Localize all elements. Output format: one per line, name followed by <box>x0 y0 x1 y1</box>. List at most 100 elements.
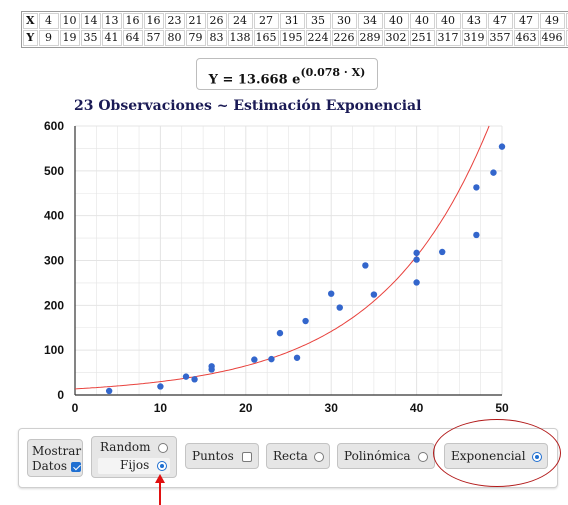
x-value-cell: 43 <box>461 13 487 29</box>
y-value-cell: 83 <box>206 30 227 46</box>
recta-option[interactable]: Recta <box>266 443 330 469</box>
x-tick-label: 10 <box>154 401 168 415</box>
random-radio[interactable] <box>158 442 169 453</box>
y-value-cell: 64 <box>122 30 143 46</box>
data-point <box>191 376 198 383</box>
y-tick-label: 600 <box>44 119 64 133</box>
data-point <box>251 356 258 363</box>
y-row-label: Y <box>23 30 38 46</box>
x-value-cell: 40 <box>409 13 435 29</box>
x-value-cell: 31 <box>279 13 305 29</box>
puntos-option[interactable]: Puntos <box>185 443 259 469</box>
polinomica-label: Polinómica <box>344 449 411 463</box>
data-point <box>413 249 420 257</box>
y-value-cell: 496 <box>539 30 565 46</box>
y-value-cell: 41 <box>101 30 122 46</box>
x-tick-label: 50 <box>495 401 509 415</box>
y-value-cell: 463 <box>513 30 539 46</box>
data-point <box>276 329 284 337</box>
y-value-cell: 224 <box>305 30 331 46</box>
y-value-cell: 251 <box>409 30 435 46</box>
y-value-cell: 9 <box>38 30 59 46</box>
data-point <box>182 373 190 380</box>
y-value-cell: 226 <box>331 30 357 46</box>
data-point <box>328 290 335 297</box>
random-option[interactable]: Random <box>100 440 169 454</box>
y-value-cell: 35 <box>80 30 101 46</box>
y-value-cell: 289 <box>357 30 383 46</box>
y-tick-label: 200 <box>44 298 64 312</box>
data-table: X 4 10 14 13 16 16 23 21 26 24 27 31 35 30 34 40 40 40 43 4… <box>21 11 568 48</box>
x-value-cell: 30 <box>331 13 357 29</box>
y-value-cell: 57 <box>143 30 164 46</box>
equation-box: Y = 13.668 e(0.078 · X) <box>196 58 378 90</box>
y-value-cell: 138 <box>227 30 253 46</box>
y-value-cell: 19 <box>59 30 80 46</box>
data-point <box>439 248 446 256</box>
y-tick-label: 500 <box>44 164 64 178</box>
y-value-cell: 357 <box>487 30 513 46</box>
recta-radio[interactable] <box>314 452 324 462</box>
y-tick-label: 0 <box>57 388 64 402</box>
data-point <box>362 262 369 269</box>
x-value-cell: 16 <box>143 13 164 29</box>
x-tick-label: 0 <box>72 401 79 415</box>
fijos-label: Fijos <box>120 458 150 472</box>
x-value-cell: 26 <box>206 13 227 29</box>
data-point <box>302 317 309 325</box>
x-value-cell: 47 <box>487 13 513 29</box>
y-value-cell: 165 <box>253 30 279 46</box>
data-point <box>413 279 420 286</box>
data-point <box>473 231 480 239</box>
data-point <box>208 366 215 373</box>
polinomica-option[interactable]: Polinómica <box>337 443 435 469</box>
data-point <box>268 355 275 363</box>
x-value-cell: 10 <box>59 13 80 29</box>
fijos-radio[interactable] <box>157 461 167 471</box>
data-mode-control: Random Fijos <box>91 436 177 478</box>
x-value-cell: 47 <box>513 13 539 29</box>
y-value-cell: 195 <box>279 30 305 46</box>
x-value-cell: 16 <box>122 13 143 29</box>
data-point <box>105 387 113 395</box>
puntos-checkbox[interactable] <box>242 452 252 462</box>
x-tick-label: 20 <box>239 401 253 415</box>
x-value-cell: 40 <box>435 13 461 29</box>
recta-label: Recta <box>273 449 308 463</box>
x-value-cell: 49 <box>539 13 565 29</box>
data-point <box>473 184 480 191</box>
data-point <box>157 383 164 390</box>
data-point <box>413 256 420 263</box>
show-data-checkbox[interactable] <box>70 461 81 472</box>
x-row-label: X <box>23 13 38 29</box>
x-value-cell: 4 <box>38 13 59 29</box>
data-point <box>498 143 506 150</box>
y-tick-label: 400 <box>44 209 64 223</box>
data-point <box>336 304 343 311</box>
x-value-cell: 34 <box>357 13 383 29</box>
arrow-icon <box>155 474 165 505</box>
highlight-ellipse <box>433 419 561 487</box>
x-value-cell: 50 <box>565 13 568 29</box>
chart-title: 23 Observaciones ~ Estimación Exponencia… <box>74 98 422 114</box>
y-tick-label: 300 <box>44 254 64 268</box>
fijos-option[interactable]: Fijos <box>98 458 170 474</box>
y-value-cell: 80 <box>164 30 185 46</box>
y-row: Y 9 19 35 41 64 57 80 79 83 138 165 195 224 226 289 302… <box>23 30 568 46</box>
x-value-cell: 27 <box>253 13 279 29</box>
data-point <box>370 291 378 298</box>
random-label: Random <box>100 440 151 454</box>
x-value-cell: 13 <box>101 13 122 29</box>
x-tick-label: 30 <box>325 401 339 415</box>
show-data-label: Mostrar <box>32 444 82 458</box>
equation-prefix: Y = 13.668 e <box>208 72 301 88</box>
y-value-cell: 317 <box>435 30 461 46</box>
x-row: X 4 10 14 13 16 16 23 21 26 24 27 31 35 30 34 40 40 40 43 4… <box>23 13 568 29</box>
data-point <box>293 354 301 361</box>
x-value-cell: 35 <box>305 13 331 29</box>
x-value-cell: 14 <box>80 13 101 29</box>
show-data-control[interactable]: Mostrar Datos <box>27 439 83 477</box>
y-value-cell: 79 <box>185 30 206 46</box>
polinomica-radio[interactable] <box>418 452 428 462</box>
